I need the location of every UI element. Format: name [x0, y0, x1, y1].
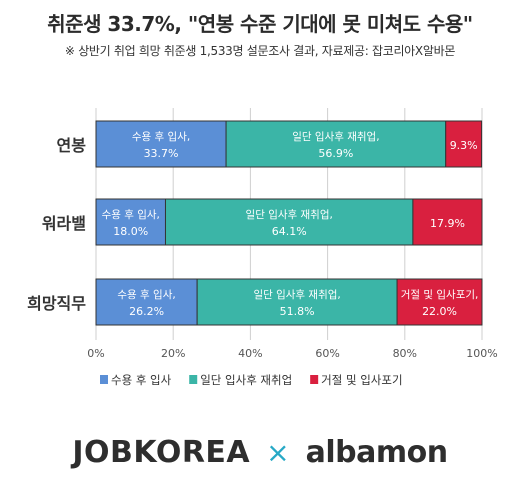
bar-segment [445, 120, 483, 168]
bar-segment-label: 거절 및 입사포기, [401, 288, 479, 301]
chart-title: 취준생 33.7%, "연봉 수준 기대에 못 미쳐도 수용" [47, 12, 473, 36]
data-label: 22.0% [422, 305, 457, 318]
stacked-bar-chart: 0% 20% 40% 60% 80% 100%연봉 수용 후 입사,33.7%일단 입사후 … [27, 108, 498, 387]
bar-segment-label: 일단 입사후 재취업, [246, 208, 333, 221]
legend-swatch [310, 375, 319, 384]
data-label: 64.1% [272, 225, 307, 238]
legend-swatch [100, 375, 108, 384]
x-tick-label: 80% [393, 347, 417, 360]
albamon-logo: albamon [305, 434, 448, 470]
data-label: 26.2% [129, 305, 164, 318]
collab-separator: × [266, 435, 290, 469]
data-label: 33.7% [144, 147, 179, 160]
bar-segment [164, 198, 414, 246]
x-tick-label: 0% [87, 347, 104, 360]
category-label: 연봉 [57, 136, 87, 155]
data-label: 18.0% [113, 225, 148, 238]
data-label: 9.3% [450, 139, 478, 152]
bar-segment-label: 수용 후 입사, [132, 130, 190, 143]
bar-segment [396, 278, 483, 326]
x-tick-label: 60% [315, 347, 339, 360]
bar-segment-label: 일단 입사후 재취업, [253, 288, 340, 301]
legend-label: 일단 입사후 재취업 [200, 373, 292, 387]
footer-logos: JOBKOREA × albamon [0, 430, 520, 474]
bar-segment [95, 278, 198, 326]
jobkorea-logo: JOBKOREA [72, 434, 251, 470]
x-tick-label: 20% [161, 347, 185, 360]
bar-segment-label: 수용 후 입사, [102, 208, 160, 221]
bar-segment [412, 198, 483, 246]
bar-segment-label: 수용 후 입사, [117, 288, 175, 301]
bar-segment [196, 278, 398, 326]
data-label: 17.9% [430, 217, 465, 230]
category-label: 희망직무 [27, 294, 86, 313]
x-tick-label: 100% [466, 347, 497, 360]
bar-segment-label: 일단 입사후 재취업, [292, 130, 379, 143]
data-label: 56.9% [318, 147, 353, 160]
category-label: 워라밸 [42, 214, 86, 233]
bar-segment [95, 198, 166, 246]
data-label: 51.8% [280, 305, 315, 318]
bar-segment [225, 120, 447, 168]
x-tick-label: 40% [238, 347, 262, 360]
legend-label: 거절 및 입사포기 [321, 373, 402, 387]
legend-swatch [189, 375, 198, 384]
chart-subtitle: ※ 상반기 취업 희망 취준생 1,533명 설문조사 결과, 자료제공: 잡코… [64, 44, 456, 58]
bar-segment [95, 120, 227, 168]
legend-label: 수용 후 입사 [111, 373, 172, 387]
